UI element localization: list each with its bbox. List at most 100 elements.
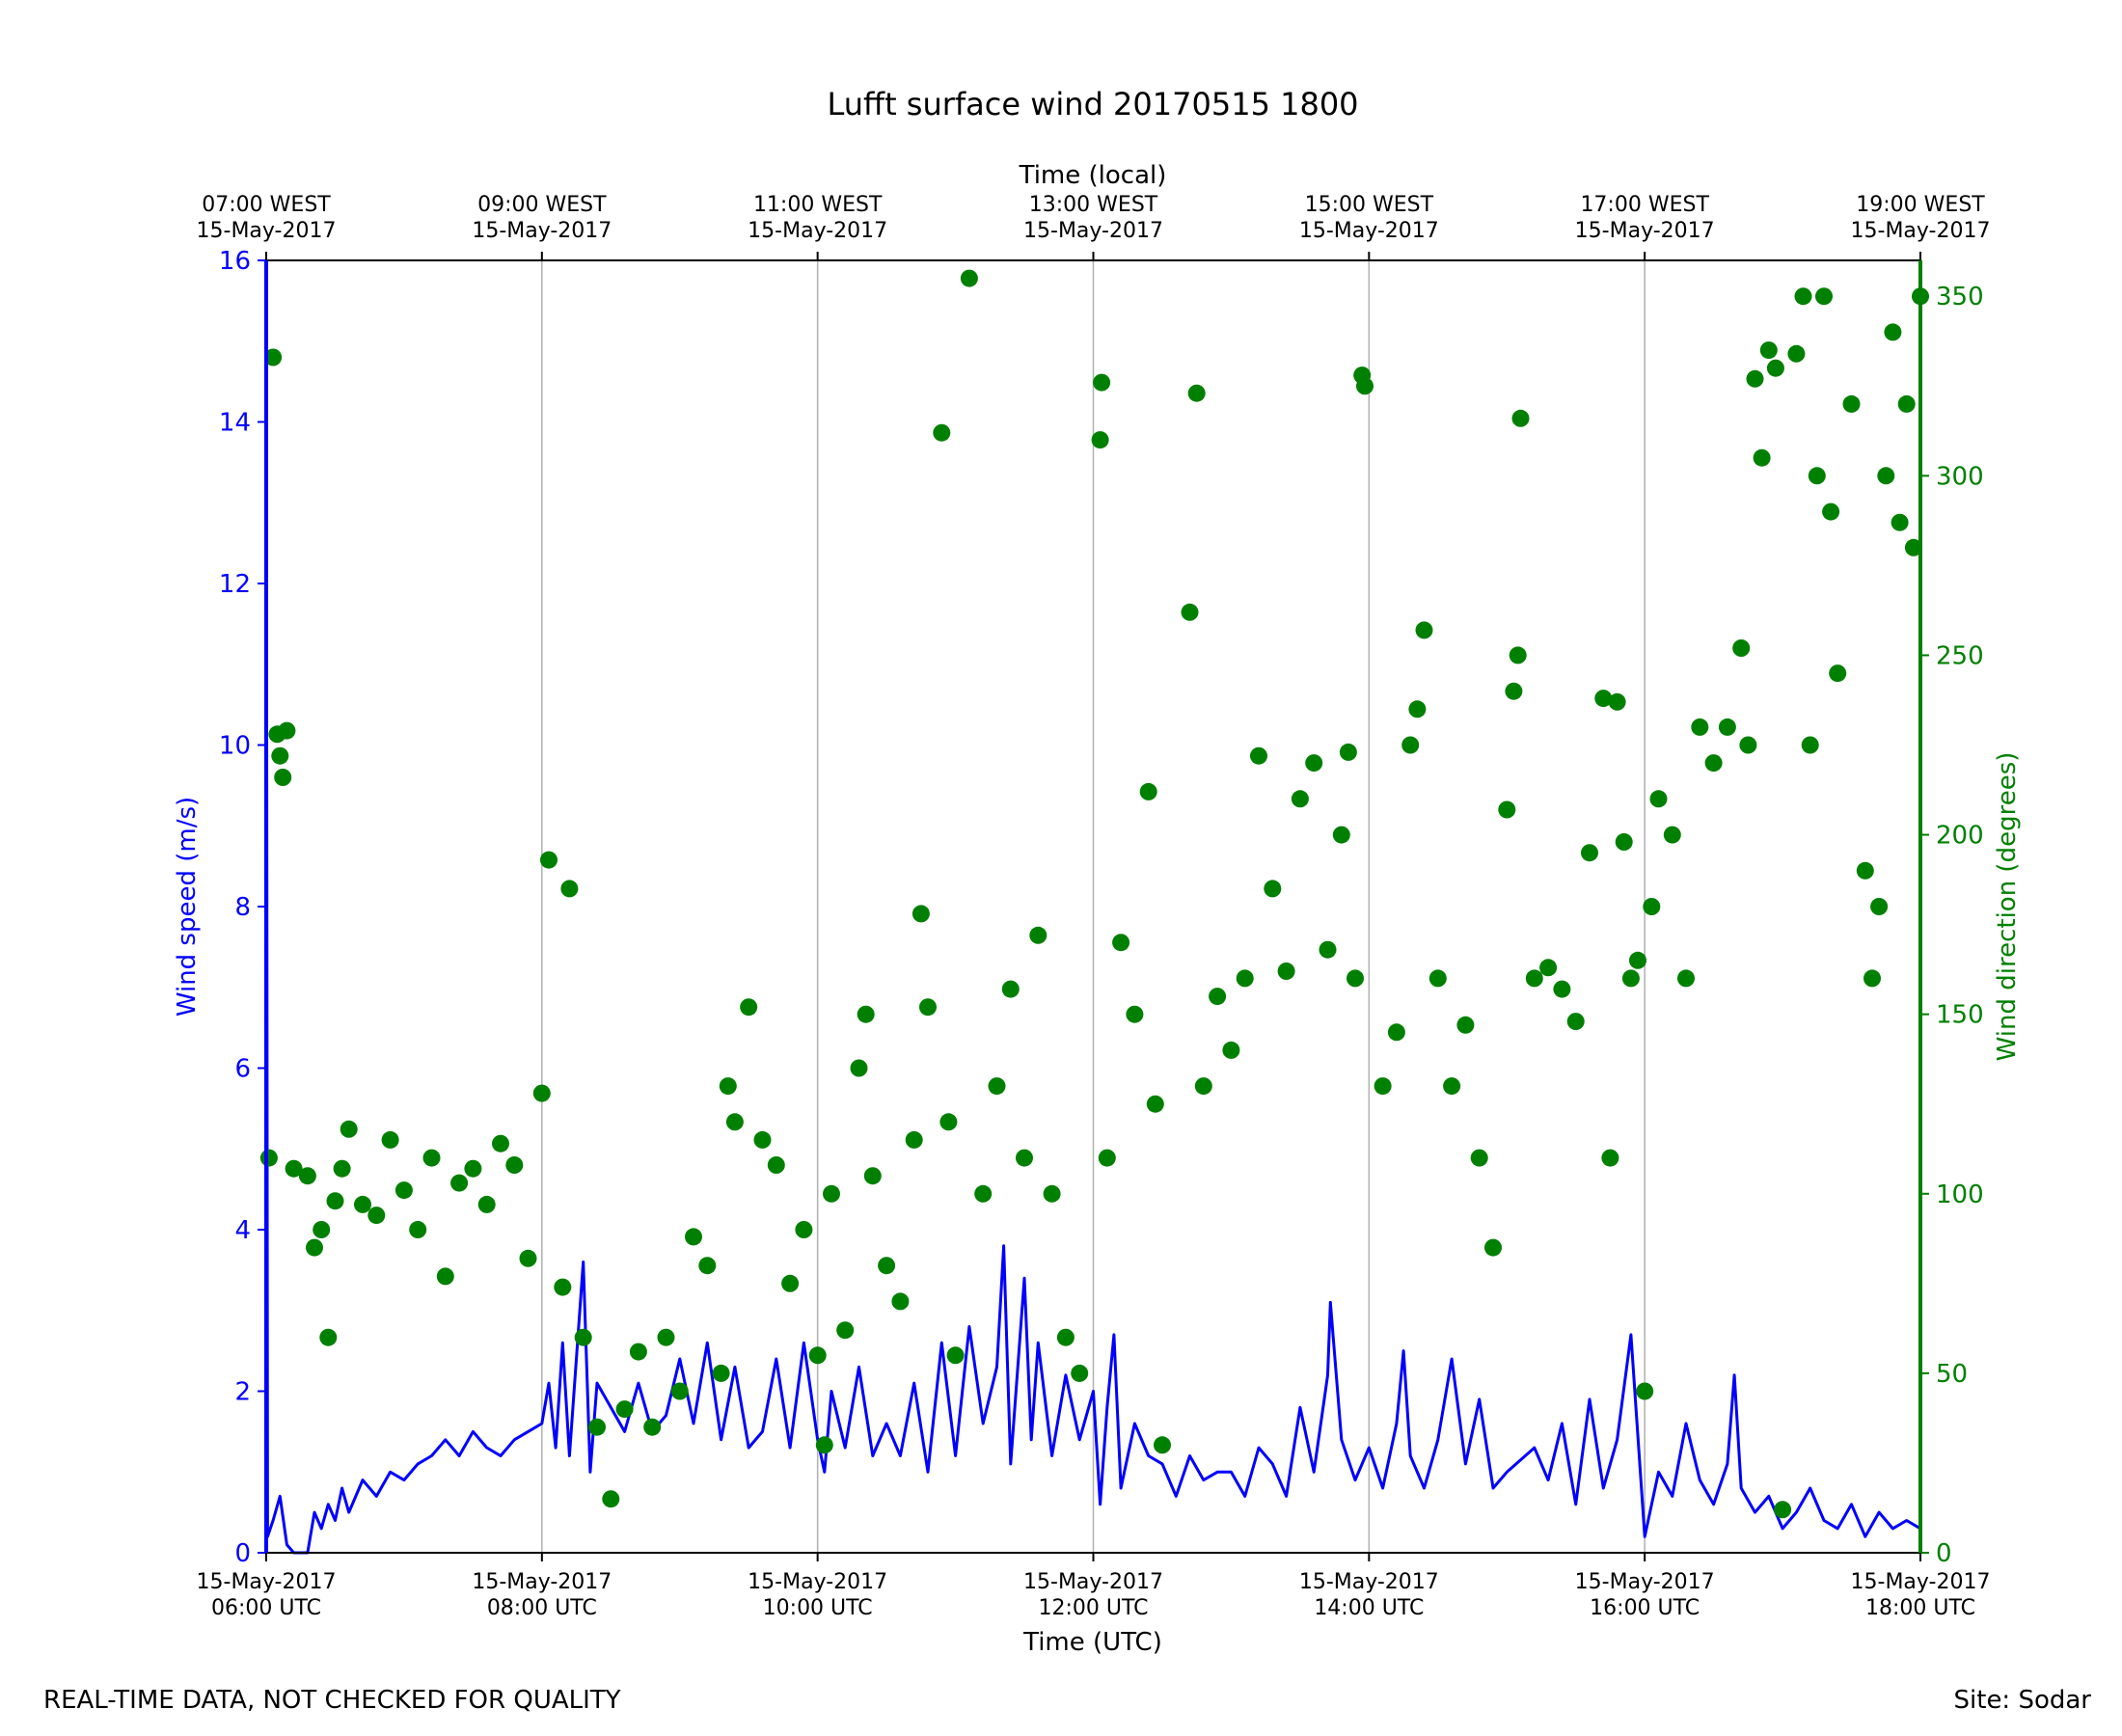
bottom-tick-date: 15-May-2017 [472,1570,612,1594]
bottom-tick-date: 15-May-2017 [1575,1570,1715,1594]
wind-direction-point [1808,467,1826,485]
wind-direction-point [1594,690,1613,708]
y-axis-left-label: Wind speed (m/s) [173,797,202,1017]
top-tick-date: 15-May-2017 [1575,219,1715,243]
wind-direction-point [519,1249,537,1267]
wind-direction-point [657,1328,675,1346]
wind-direction-point [615,1400,634,1419]
wind-direction-point [1126,1005,1144,1023]
top-tick-date: 15-May-2017 [1299,219,1439,243]
wind-direction-point [540,851,558,869]
wind-direction-point [1509,646,1527,665]
wind-direction-point [1250,746,1267,765]
wind-direction-point [1194,1077,1212,1096]
wind-direction-point [1277,963,1295,980]
chart-title: Lufft surface wind 20170515 1800 [827,86,1358,122]
wind-direction-point [808,1346,827,1365]
wind-direction-point [1264,880,1282,898]
wind-direction-point [1739,736,1757,754]
axes: 0 2 4 6 8 10 12 14 16 0 50 100 150 200 250 300 350 15-May… [197,193,1991,1620]
wind-direction-point [477,1195,496,1213]
wind-direction-point [333,1159,351,1178]
wind-direction-point [1718,718,1736,736]
wind-direction-point [1566,1013,1585,1031]
bottom-tick-time: 16:00 UTC [1590,1596,1700,1620]
wind-direction-point [450,1174,469,1192]
top-tick-date: 15-May-2017 [748,219,887,243]
wind-direction-point [1181,603,1199,621]
data-series [259,259,1929,1555]
right-tick-label: 350 [1936,283,1984,312]
top-tick-time: 11:00 WEST [753,193,883,217]
wind-direction-point [340,1120,358,1138]
wind-direction-point [781,1274,800,1292]
wind-direction-point [960,269,978,287]
wind-direction-point [933,423,951,442]
wind-direction-point [1319,940,1337,959]
wind-direction-point [285,1159,303,1178]
wind-direction-point [1498,800,1516,819]
wind-direction-point [319,1328,338,1346]
wind-direction-point [1091,431,1109,449]
bottom-tick-time: 06:00 UTC [211,1596,321,1620]
wind-direction-point [1209,988,1227,1006]
wind-direction-point [1691,718,1709,736]
wind-direction-point [891,1292,910,1311]
left-tick-label: 4 [234,1216,251,1245]
bottom-tick-date: 15-May-2017 [1299,1570,1439,1594]
wind-direction-point [1001,980,1020,998]
wind-direction-point [1043,1184,1061,1203]
wind-direction-point [1884,323,1902,341]
y-axis-right-label: Wind direction (degrees) [1993,752,2022,1062]
wind-direction-point [1904,538,1922,556]
wind-direction-point [1374,1077,1392,1096]
wind-direction-point [725,1113,744,1131]
wind-direction-point [1139,782,1157,800]
wind-direction-point [1291,790,1309,808]
wind-direction-point [1870,898,1889,915]
wind-direction-point [643,1418,662,1436]
wind-direction-point [1759,341,1778,360]
wind-direction-point [1154,1436,1171,1454]
wind-direction-point [409,1221,427,1238]
bottom-tick-date: 15-May-2017 [1023,1570,1163,1594]
top-tick-date: 15-May-2017 [1851,219,1991,243]
wind-direction-point [1746,369,1764,388]
top-tick-time: 07:00 WEST [202,193,331,217]
wind-direction-point [1842,394,1861,413]
left-tick-label: 0 [234,1539,251,1568]
wind-direction-point [1794,287,1812,306]
wind-direction-point [767,1156,785,1174]
wind-direction-point [1112,934,1130,952]
top-tick-date: 15-May-2017 [472,219,612,243]
wind-direction-point [588,1418,606,1436]
wind-direction-point [271,746,289,765]
wind-direction-point [1187,384,1206,402]
wind-direction-point [1339,743,1357,761]
data-quality-note: REAL-TIME DATA, NOT CHECKED FOR QUALITY [43,1686,621,1715]
wind-direction-point [712,1364,730,1382]
right-tick-label: 200 [1936,822,1984,851]
top-tick-date: 15-May-2017 [1023,219,1163,243]
wind-direction-point [1415,621,1433,639]
wind-direction-point [1408,700,1427,719]
wind-direction-point [306,1238,323,1257]
wind-direction-point [1608,692,1626,711]
wind-direction-point [857,1005,875,1023]
wind-direction-point [1649,790,1668,808]
wind-direction-point [988,1077,1006,1096]
wind-direction-point [560,880,579,898]
right-tick-label: 150 [1936,1001,1984,1030]
wind-direction-point [1456,1016,1475,1034]
x-axis-bottom-label: Time (UTC) [1022,1628,1162,1657]
wind-direction-point [1877,467,1895,485]
top-tick-time: 09:00 WEST [477,193,607,217]
wind-direction-point [354,1195,371,1213]
wind-direction-point [532,1084,551,1102]
wind-direction-point [1601,1149,1619,1167]
wind-direction-point [1470,1149,1488,1167]
wind-direction-point [911,905,930,923]
wind-direction-point [1511,409,1530,427]
wind-direction-point [1581,844,1598,862]
left-tick-label: 12 [219,570,251,599]
